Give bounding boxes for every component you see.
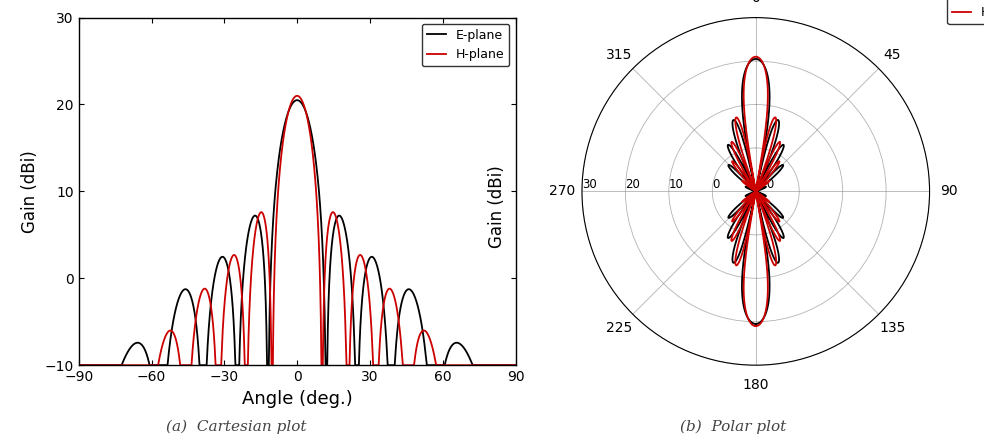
H-plane — [750, 323, 762, 329]
Legend: E-plane, H-plane: E-plane, H-plane — [948, 0, 984, 24]
H-plane — [750, 189, 762, 194]
E-plane — [393, 317, 404, 322]
E-plane — [759, 192, 770, 198]
Y-axis label: Gain (dBi): Gain (dBi) — [21, 150, 39, 233]
H-plane — [750, 189, 762, 194]
H-plane — [750, 323, 762, 329]
E-plane — [750, 189, 762, 194]
E-plane — [216, 254, 228, 260]
H-plane — [73, 363, 85, 368]
H-plane — [393, 318, 404, 323]
E-plane — [291, 98, 303, 103]
H-plane — [750, 189, 762, 194]
H-plane — [510, 363, 522, 368]
E-plane — [750, 189, 762, 194]
E-plane — [510, 363, 522, 368]
E-plane — [476, 363, 488, 368]
E-plane — [300, 109, 312, 114]
H-plane — [216, 335, 228, 341]
H-plane — [291, 93, 303, 99]
Text: (a)  Cartesian plot: (a) Cartesian plot — [166, 420, 306, 434]
E-plane — [722, 214, 734, 219]
H-plane — [354, 252, 366, 257]
Line: E-plane: E-plane — [728, 59, 784, 324]
H-plane — [750, 189, 762, 194]
E-plane — [750, 189, 762, 194]
H-plane — [476, 363, 488, 368]
Line: H-plane: H-plane — [731, 57, 780, 326]
E-plane — [750, 321, 762, 326]
X-axis label: Angle (deg.): Angle (deg.) — [242, 389, 352, 407]
H-plane — [750, 189, 762, 194]
H-plane — [750, 189, 762, 194]
E-plane — [73, 363, 85, 368]
H-plane — [750, 189, 762, 194]
Line: E-plane: E-plane — [79, 100, 516, 365]
Text: (b)  Polar plot: (b) Polar plot — [680, 420, 786, 434]
E-plane — [74, 363, 86, 368]
Line: H-plane: H-plane — [79, 96, 516, 365]
E-plane — [753, 188, 765, 193]
Text: Gain (dBi): Gain (dBi) — [488, 165, 506, 248]
H-plane — [300, 109, 312, 114]
H-plane — [74, 363, 86, 368]
E-plane — [750, 189, 762, 194]
Legend: E-plane, H-plane: E-plane, H-plane — [422, 24, 510, 66]
E-plane — [354, 329, 366, 334]
E-plane — [750, 321, 762, 326]
